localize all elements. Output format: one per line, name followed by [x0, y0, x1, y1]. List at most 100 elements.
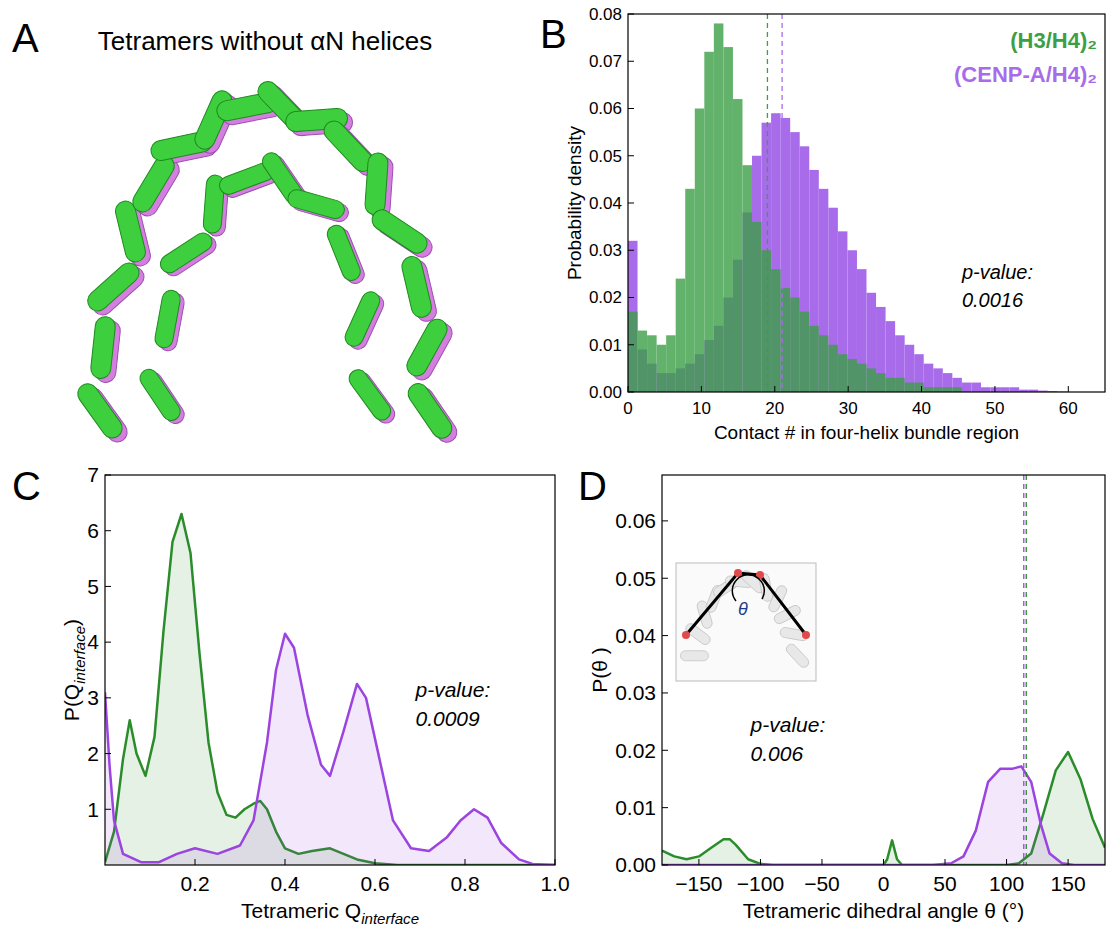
bar: [895, 378, 905, 392]
helix: [364, 152, 388, 215]
bar: [762, 250, 772, 392]
inset-dot: [802, 631, 810, 639]
bar: [886, 378, 896, 392]
bar: [657, 345, 667, 392]
helix: [342, 289, 383, 349]
x-tick: [465, 859, 466, 865]
x-tick: [1006, 859, 1007, 865]
label-part: Tetrameric Q: [241, 899, 361, 922]
x-tick: [555, 859, 556, 865]
panel-title: Tetramers without αN helices: [98, 26, 432, 56]
annotation: p-value:: [961, 261, 1033, 283]
bar: [771, 269, 781, 392]
bar: [924, 387, 934, 392]
helix: [154, 289, 182, 349]
bar: [1000, 387, 1010, 392]
y-tick-label: 0.05: [589, 147, 622, 166]
x-tick: [628, 386, 629, 392]
y-tick-label: 0.08: [589, 5, 622, 24]
bar: [638, 331, 648, 392]
y-tick-label: 3: [87, 686, 99, 709]
helix: [157, 230, 215, 277]
y-tick: [628, 14, 634, 15]
y-tick: [662, 807, 668, 808]
area-fill: [105, 514, 555, 865]
x-tick: [701, 386, 702, 392]
x-tick-label: 40: [912, 399, 931, 418]
x-tick: [760, 859, 761, 865]
y-tick-label: 0.03: [615, 681, 656, 704]
helix: [404, 380, 456, 442]
y-tick-label: 0.04: [615, 624, 656, 647]
x-tick-label: 100: [989, 872, 1024, 895]
bar: [790, 298, 800, 393]
bar: [752, 222, 762, 392]
bar: [828, 345, 838, 392]
helix: [90, 316, 116, 380]
bar: [714, 23, 724, 392]
bar: [905, 383, 915, 392]
bar: [971, 383, 981, 392]
bar: [857, 364, 867, 392]
bar: [762, 123, 772, 392]
y-tick-label: 0.06: [615, 509, 656, 532]
x-tick: [1068, 859, 1069, 865]
label-part: interface: [71, 626, 88, 684]
density-line: [662, 766, 1105, 865]
y-tick: [628, 297, 634, 298]
helix: [368, 206, 431, 257]
bar: [647, 335, 657, 392]
x-tick: [848, 386, 849, 392]
inset-frame: [676, 563, 816, 681]
x-tick-label: 20: [765, 399, 784, 418]
x-tick-label: 0.2: [180, 872, 209, 895]
bar: [933, 368, 943, 392]
y-tick-label: 0.06: [589, 99, 622, 118]
y-tick-label: 0.07: [589, 52, 622, 71]
bar: [790, 132, 800, 392]
bar: [867, 368, 877, 392]
bar: [1010, 387, 1020, 392]
plot-area: [662, 475, 1105, 865]
annotation: p-value:: [415, 678, 491, 701]
x-tick-label: 0.6: [360, 872, 389, 895]
y-tick-label: 0.01: [589, 336, 622, 355]
helix: [400, 254, 434, 319]
y-tick: [105, 697, 111, 698]
y-tick: [105, 642, 111, 643]
helix: [84, 259, 144, 315]
y-tick-label: 0.02: [615, 739, 656, 762]
inset: θ: [676, 563, 816, 681]
y-tick: [662, 865, 668, 866]
density-line: [105, 514, 555, 865]
helix: [286, 188, 347, 221]
mean-line: [781, 14, 782, 392]
panel-letter: C: [12, 464, 41, 508]
y-tick: [628, 108, 634, 109]
histogram-series: [628, 23, 962, 392]
figure: ATetramers without αN helicesB0102030405…: [0, 0, 1117, 932]
x-tick-label: 150: [1051, 872, 1086, 895]
helix: [136, 366, 183, 424]
bar: [838, 231, 848, 392]
y-tick-label: 5: [87, 575, 99, 598]
helix: [403, 316, 450, 380]
x-axis-title: Contact # in four-helix bundle region: [714, 422, 1019, 443]
y-tick: [105, 530, 111, 531]
x-tick-label: 0: [878, 872, 890, 895]
panel-letter: D: [578, 464, 607, 508]
bar: [895, 335, 905, 392]
helix: [325, 223, 363, 284]
label-part: ): [60, 619, 83, 626]
bar: [943, 387, 953, 392]
bar: [952, 387, 962, 392]
density-line: [662, 752, 1105, 865]
inset-helix: [680, 651, 708, 661]
x-tick: [994, 386, 995, 392]
bar: [771, 113, 781, 392]
x-axis-title: Tetrameric Qinterface: [241, 899, 419, 927]
bar: [723, 47, 733, 392]
y-tick-label: 0.04: [589, 194, 622, 213]
helix: [346, 366, 395, 423]
bar: [809, 326, 819, 392]
